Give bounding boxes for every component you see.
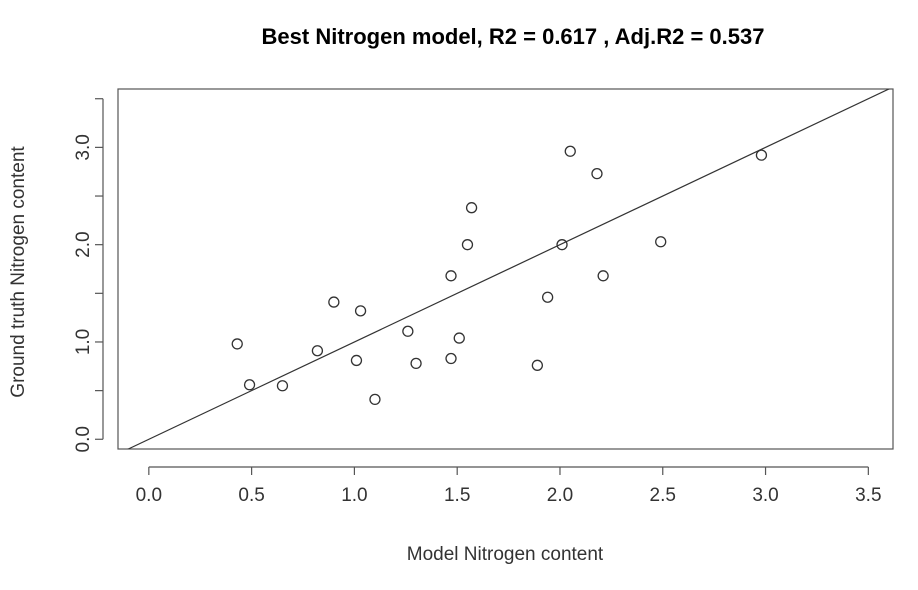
plot-frame: [117, 88, 894, 450]
x-tick-label: 1.5: [444, 485, 470, 506]
data-point: [541, 291, 554, 303]
data-point: [328, 296, 340, 308]
data-point: [311, 345, 324, 357]
data-point: [461, 239, 474, 251]
chart-title: Best Nitrogen model, R2 = 0.617 , Adj.R2…: [262, 24, 765, 49]
x-tick-label: 3.5: [855, 485, 881, 506]
data-point: [564, 145, 576, 157]
x-axis-label: Model Nitrogen content: [407, 544, 604, 565]
y-tick-label: 0.0: [73, 426, 94, 452]
data-point: [445, 352, 457, 365]
data-point: [531, 359, 544, 371]
x-tick-label: 2.0: [547, 485, 573, 506]
data-point: [231, 338, 243, 350]
y-tick-label: 2.0: [73, 231, 94, 257]
data-point: [445, 270, 457, 282]
reference-line: [126, 89, 891, 449]
x-tick-label: 3.0: [752, 485, 778, 506]
data-points: [231, 145, 768, 406]
data-point: [402, 325, 414, 337]
data-point: [453, 332, 465, 344]
data-point: [655, 236, 667, 248]
data-point: [243, 379, 256, 391]
x-tick-label: 1.0: [341, 485, 367, 506]
y-axis-label: Ground truth Nitrogen content: [8, 146, 29, 398]
x-axis: 0.0 0.5 1.0 1.5 2.0 2.5 3.0 3.5: [136, 466, 882, 506]
data-point: [755, 149, 768, 161]
data-point: [354, 305, 367, 317]
y-tick-label: 3.0: [73, 134, 94, 160]
y-tick-label: 1.0: [73, 329, 94, 355]
data-point: [591, 167, 603, 180]
data-point: [369, 393, 381, 406]
data-point: [410, 357, 422, 370]
data-point: [276, 380, 289, 392]
data-point: [556, 239, 568, 251]
x-tick-label: 0.5: [238, 485, 264, 506]
x-tick-label: 0.0: [136, 485, 162, 506]
plot-area: [117, 88, 894, 450]
y-axis: 0.0 1.0 2.0 3.0: [73, 98, 104, 452]
x-tick-label: 2.5: [650, 485, 676, 506]
data-point: [350, 354, 363, 367]
data-point: [597, 270, 609, 282]
data-point: [465, 202, 478, 214]
